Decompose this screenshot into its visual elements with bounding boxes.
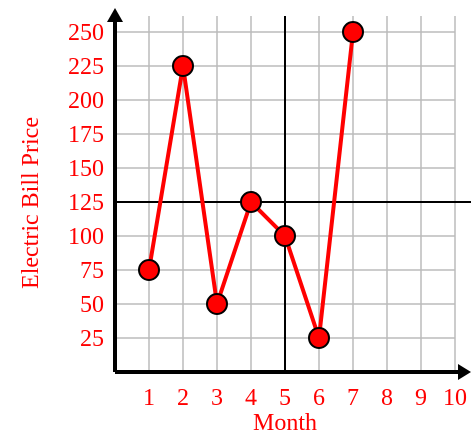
x-tick-label: 3 <box>211 385 223 411</box>
y-tick-label: 100 <box>68 224 104 250</box>
axes <box>107 8 471 380</box>
reference-lines <box>115 16 471 372</box>
y-tick-label: 175 <box>68 122 104 148</box>
y-tick-label: 250 <box>68 20 104 46</box>
x-tick-label: 10 <box>443 385 467 411</box>
y-axis-arrow <box>107 8 123 22</box>
x-tick-label: 7 <box>347 385 359 411</box>
data-point <box>274 225 296 247</box>
y-axis-title: Electric Bill Price <box>18 117 44 289</box>
data-point <box>172 55 194 77</box>
x-tick-label: 8 <box>381 385 393 411</box>
data-point <box>240 191 262 213</box>
data-point <box>206 293 228 315</box>
y-tick-label: 75 <box>80 258 104 284</box>
y-tick-label: 150 <box>68 156 104 182</box>
x-tick-label: 5 <box>279 385 291 411</box>
y-tick-label: 200 <box>68 88 104 114</box>
x-tick-label: 1 <box>143 385 155 411</box>
y-tick-label: 50 <box>80 292 104 318</box>
x-axis-arrow <box>458 364 471 380</box>
x-axis-title: Month <box>253 410 317 434</box>
tick-labels: 1 2 3 4 5 6 7 8 9 10 25 50 75 100 125 150 175 200 225 250 <box>68 20 467 411</box>
data-point <box>308 327 330 349</box>
y-tick-label: 125 <box>68 190 104 216</box>
y-tick-label: 225 <box>68 54 104 80</box>
x-tick-label: 9 <box>415 385 427 411</box>
x-tick-label: 4 <box>245 385 257 411</box>
y-tick-label: 25 <box>80 326 104 352</box>
data-point <box>138 259 160 281</box>
series-group <box>138 21 364 349</box>
x-tick-label: 6 <box>313 385 325 411</box>
x-tick-label: 2 <box>177 385 189 411</box>
data-point <box>342 21 364 43</box>
